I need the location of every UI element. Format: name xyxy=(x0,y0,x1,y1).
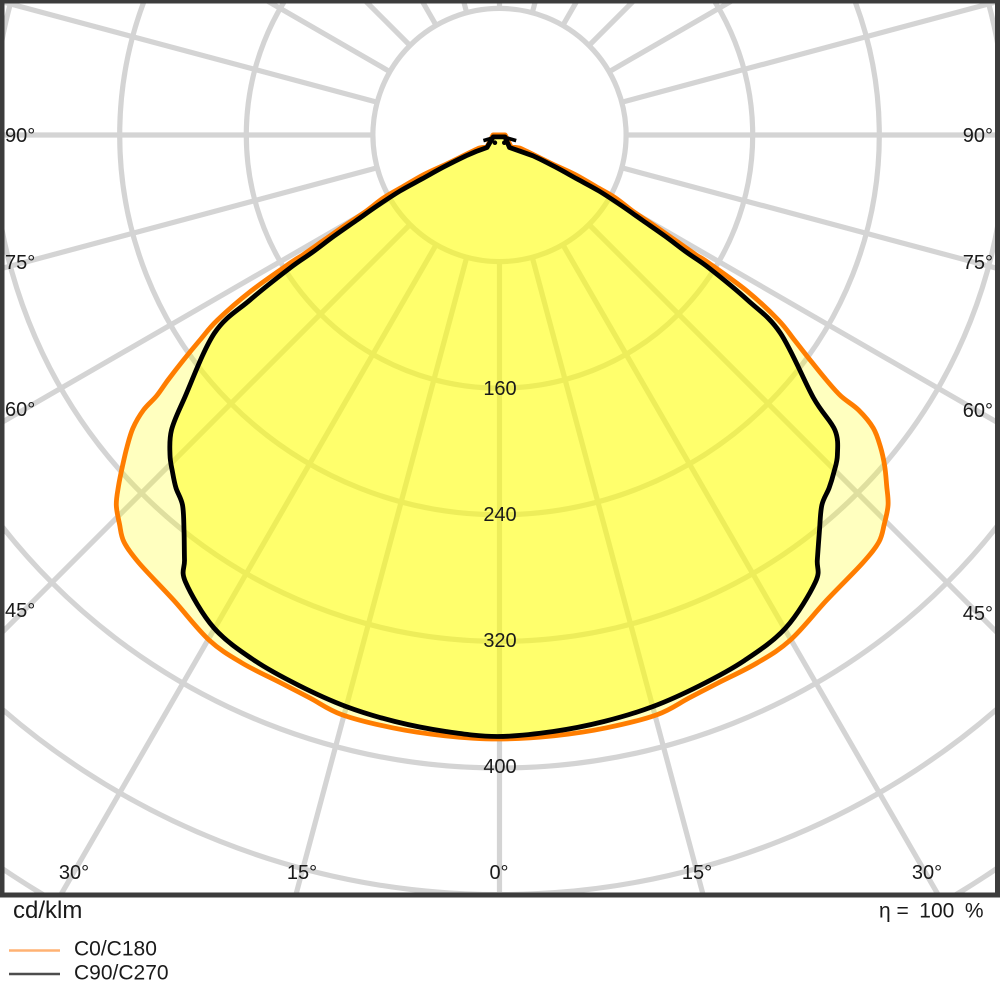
svg-text:C0/C180: C0/C180 xyxy=(74,938,157,961)
svg-text:30°: 30° xyxy=(912,862,942,884)
svg-text:cd/klm: cd/klm xyxy=(13,897,82,924)
svg-text:45°: 45° xyxy=(963,603,993,625)
svg-text:45°: 45° xyxy=(5,600,35,622)
svg-text:15°: 15° xyxy=(287,862,317,884)
svg-text:75°: 75° xyxy=(5,252,35,274)
svg-text:400: 400 xyxy=(483,756,516,778)
svg-text:90°: 90° xyxy=(963,125,993,147)
svg-text:160: 160 xyxy=(483,378,516,400)
svg-text:60°: 60° xyxy=(5,399,35,421)
svg-text:η = 100 %: η = 100 % xyxy=(879,900,984,923)
svg-text:240: 240 xyxy=(483,504,516,526)
svg-text:75°: 75° xyxy=(963,252,993,274)
svg-text:0°: 0° xyxy=(489,862,508,884)
svg-text:C90/C270: C90/C270 xyxy=(74,962,169,985)
svg-text:60°: 60° xyxy=(963,400,993,422)
svg-text:30°: 30° xyxy=(59,862,89,884)
svg-text:90°: 90° xyxy=(5,125,35,147)
svg-text:15°: 15° xyxy=(682,862,712,884)
svg-text:320: 320 xyxy=(483,630,516,652)
